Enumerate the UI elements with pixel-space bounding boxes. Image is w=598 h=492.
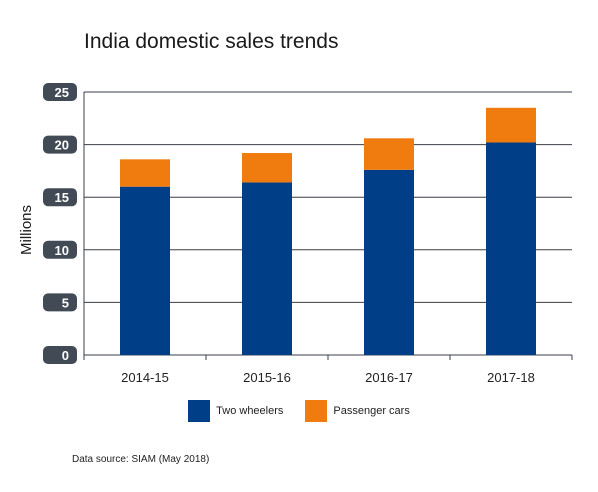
y-tick-badge-0 [43,346,77,364]
y-tick-badge-15 [43,188,77,207]
legend-swatch-two-wheelers [188,400,211,422]
y-tick-label-15: 15 [55,190,69,205]
data-source-note: Data source: SIAM (May 2018) [72,454,210,465]
bar-passenger-cars-2015-16 [242,153,292,183]
y-tick-label-10: 10 [55,243,69,258]
y-tick-label-25: 25 [55,85,69,100]
bar-two-wheelers-2017-18 [486,142,536,355]
x-tick-label-2017-18: 2017-18 [487,370,535,385]
x-tick-label-2016-17: 2016-17 [365,370,413,385]
bar-passenger-cars-2016-17 [364,138,414,170]
y-tick-badge-5 [43,293,77,312]
x-tick-label-2015-16: 2015-16 [243,370,291,385]
y-tick-label-0: 0 [62,348,69,363]
bar-two-wheelers-2016-17 [364,169,414,355]
y-tick-badge-20 [43,135,77,154]
legend-item-passenger-cars: Passenger cars [305,400,410,422]
legend-item-two-wheelers: Two wheelers [188,400,283,422]
legend-swatch-passenger-cars [305,400,328,422]
bar-passenger-cars-2014-15 [120,159,170,187]
y-tick-label-5: 5 [62,295,69,310]
legend-label-passenger-cars: Passenger cars [333,405,410,417]
bar-passenger-cars-2017-18 [486,107,536,143]
legend: Two wheelers Passenger cars [0,400,598,422]
x-tick-label-2014-15: 2014-15 [121,370,169,385]
bar-two-wheelers-2014-15 [120,186,170,355]
chart-title: India domestic sales trends [84,30,339,53]
y-tick-badge-25 [43,83,77,101]
y-tick-label-20: 20 [55,138,69,153]
legend-label-two-wheelers: Two wheelers [216,405,284,417]
y-tick-badge-10 [43,240,77,259]
bar-two-wheelers-2015-16 [242,182,292,355]
